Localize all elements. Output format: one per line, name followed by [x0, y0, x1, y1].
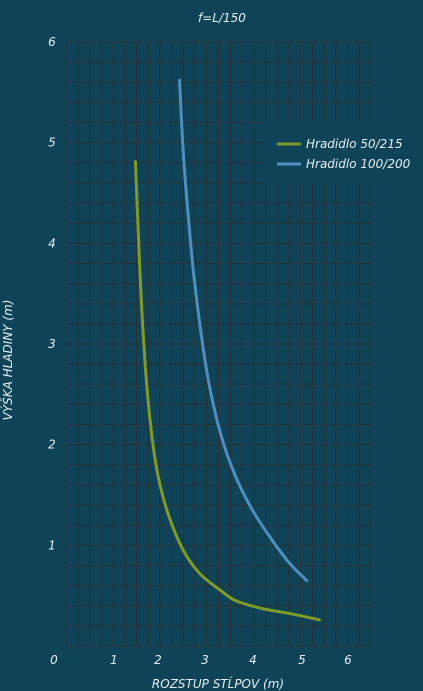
x-tick-label: 3 [201, 653, 209, 667]
y-tick-label: 5 [48, 136, 56, 150]
series-line-1 [133, 160, 321, 622]
x-tick-label: 6 [344, 653, 352, 667]
series-line-2 [178, 78, 309, 583]
x-tick-label: 1 [110, 653, 118, 667]
x-tick-label: 2 [154, 653, 162, 667]
series-lines [133, 78, 321, 622]
y-tick-label: 2 [48, 438, 56, 452]
grid [65, 41, 372, 647]
x-tick-label: 0 [50, 653, 58, 667]
y-tick-label: 6 [48, 35, 56, 49]
x-tick-label: 5 [298, 653, 306, 667]
x-tick-label: 4 [249, 653, 257, 667]
y-tick-label: 4 [48, 236, 56, 250]
x-tick-labels: 0 1 2 3 4 5 6 [50, 653, 352, 667]
x-axis-label: ROZSTUP STĹPOV (m) [152, 676, 284, 691]
legend: Hradidlo 50/215 Hradidlo 100/200 [263, 120, 423, 184]
legend-label: Hradidlo 100/200 [306, 157, 411, 171]
chart-title: f=L/150 [198, 11, 246, 25]
y-axis-label: VÝŠKA HLADINY (m) [0, 300, 15, 421]
legend-box [263, 120, 423, 184]
y-tick-label: 1 [48, 538, 56, 552]
legend-label: Hradidlo 50/215 [306, 137, 403, 151]
y-tick-label: 3 [48, 337, 56, 351]
y-tick-labels: 1 2 3 4 5 6 [48, 35, 56, 552]
